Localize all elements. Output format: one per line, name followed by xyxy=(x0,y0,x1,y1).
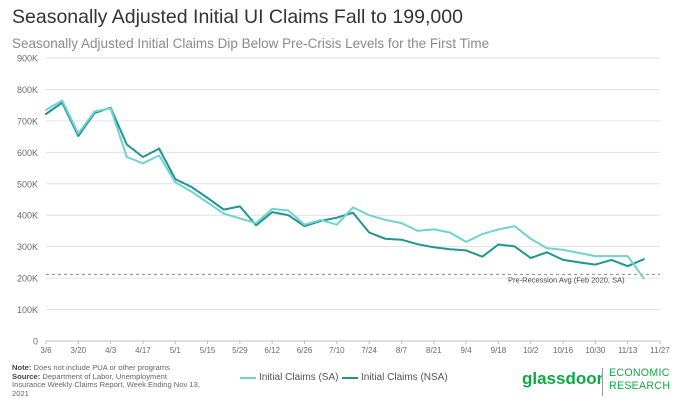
legend-swatch-sa xyxy=(240,376,256,379)
y-tick-label: 700K xyxy=(17,116,38,126)
x-tick-label: 10/2 xyxy=(523,346,539,355)
brand-line-1: ECONOMIC xyxy=(609,367,670,379)
y-tick-label: 400K xyxy=(17,211,38,221)
series-line-sa xyxy=(45,99,645,280)
x-tick-label: 4/3 xyxy=(105,346,117,355)
reference-line-label: Pre-Recession Avg (Feb 2020, SA) xyxy=(508,275,625,284)
y-tick-label: 900K xyxy=(17,54,38,64)
brand-divider xyxy=(602,368,603,396)
source-label: Source: xyxy=(12,371,41,381)
x-tick-label: 10/16 xyxy=(553,346,574,355)
x-tick-label: 10/30 xyxy=(585,346,606,355)
legend-item-sa: Initial Claims (SA) xyxy=(240,372,338,383)
x-tick-label: 9/4 xyxy=(461,346,473,355)
legend-swatch-nsa xyxy=(342,376,358,379)
series-line-nsa xyxy=(45,101,645,268)
note-label: Note: xyxy=(12,363,32,372)
y-tick-label: 600K xyxy=(17,148,38,158)
x-tick-label: 11/27 xyxy=(650,346,670,355)
x-tick-label: 3/20 xyxy=(71,346,87,355)
x-tick-label: 4/17 xyxy=(135,346,151,355)
x-tick-label: 6/12 xyxy=(264,346,280,355)
x-tick-label: 8/21 xyxy=(426,346,442,355)
x-tick-label: 7/10 xyxy=(329,346,345,355)
y-tick-label: 500K xyxy=(17,179,38,189)
glassdoor-logo: glassdoor xyxy=(522,369,604,388)
x-tick-label: 3/6 xyxy=(40,346,52,355)
legend-item-nsa: Initial Claims (NSA) xyxy=(342,372,448,383)
legend-label-nsa: Initial Claims (NSA) xyxy=(361,372,448,383)
chart-title: Seasonally Adjusted Initial UI Claims Fa… xyxy=(12,6,463,28)
x-tick-label: 5/15 xyxy=(200,346,216,355)
y-tick-label: 0 xyxy=(33,337,38,347)
x-tick-label: 11/13 xyxy=(618,346,638,355)
y-tick-label: 300K xyxy=(17,242,38,252)
x-tick-label: 8/7 xyxy=(396,346,408,355)
x-tick-label: 9/18 xyxy=(491,346,507,355)
source-note: Note: Does not include PUA or other prog… xyxy=(12,363,202,398)
chart-subtitle: Seasonally Adjusted Initial Claims Dip B… xyxy=(12,36,490,51)
legend-label-sa: Initial Claims (SA) xyxy=(259,372,339,383)
y-tick-label: 800K xyxy=(17,85,38,95)
brand-line-2: RESEARCH xyxy=(609,380,671,392)
x-tick-label: 7/24 xyxy=(361,346,377,355)
note-text: Does not include PUA or other programs xyxy=(33,363,170,372)
economic-research-logo: ECONOMIC RESEARCH xyxy=(609,367,670,393)
y-tick-label: 100K xyxy=(17,305,38,315)
source-text: Department of Labor, Unemployment Insura… xyxy=(12,371,200,398)
x-tick-label: 5/1 xyxy=(170,346,182,355)
x-tick-label: 6/26 xyxy=(297,346,313,355)
x-tick-label: 5/29 xyxy=(232,346,248,355)
y-tick-label: 200K xyxy=(17,274,38,284)
